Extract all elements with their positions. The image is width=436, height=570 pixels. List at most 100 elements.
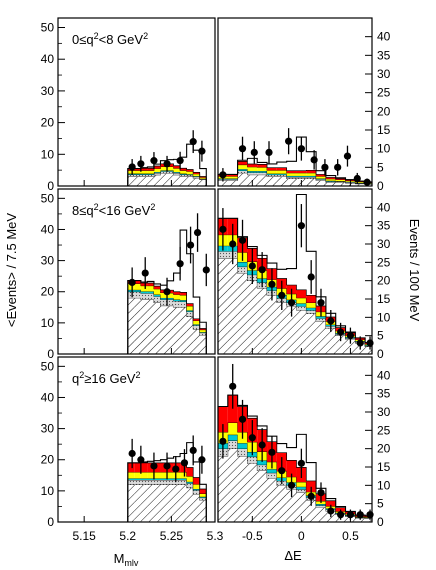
- de-hatch-bar: [306, 313, 317, 354]
- de-cyan-bar: [257, 460, 268, 465]
- mbc-yellow-bar: [186, 476, 194, 482]
- left-tick-label: 50: [41, 191, 55, 205]
- mbc-hatch-bar: [127, 484, 135, 522]
- mbc-gray-bar: [134, 174, 141, 177]
- de-cyan-bar: [237, 169, 248, 171]
- mbc-yellow-bar: [153, 168, 161, 173]
- mbc-red-bar: [134, 280, 141, 284]
- left-tick-label: 0: [47, 347, 54, 361]
- de-signal-outline: [217, 136, 373, 186]
- mbc-gray-bar: [127, 479, 135, 485]
- right-axis-label: Events / 100 MeV: [407, 219, 422, 322]
- mbc-yellow-bar: [160, 472, 168, 479]
- mbc-red-bar: [199, 489, 207, 494]
- mbc-yellow-bar: [160, 292, 168, 298]
- row-x-ticks: [83, 348, 351, 354]
- mbc-red-bar: [140, 168, 148, 171]
- mbc-data-point: [189, 446, 197, 454]
- mbc-gray-bar: [193, 325, 200, 330]
- de-data-point: [238, 236, 247, 244]
- left-axis-label: <Events> / 7.5 MeV: [4, 213, 19, 328]
- row-title: 8≤q2<16 GeV2: [72, 202, 155, 218]
- row-title-sup: 2: [150, 202, 155, 212]
- right-tick-label: 5: [377, 329, 384, 343]
- de-gray-bar: [276, 174, 287, 177]
- mbc-red-bar: [153, 286, 161, 289]
- de-red-bar: [306, 170, 317, 173]
- de-data-point: [317, 299, 325, 307]
- de-histogram-row-1: [217, 128, 373, 186]
- mbc-data-point: [172, 465, 180, 473]
- mbc-gray-bar: [153, 173, 161, 175]
- mbc-gray-bar: [180, 479, 187, 485]
- mbc-hatch-bar: [193, 329, 200, 354]
- row-title-sup: 2: [143, 31, 148, 41]
- left-tick-label: 50: [41, 359, 55, 373]
- de-cyan-bar: [286, 175, 297, 178]
- mbc-histogram-row-2: [127, 213, 210, 354]
- row-title-part: 0≤q: [72, 32, 94, 47]
- mbc-hatch-bar: [199, 179, 207, 186]
- de-hatch-bar: [296, 310, 307, 354]
- mbc-red-bar: [193, 318, 200, 321]
- x-axis-label-mbc-sub: mlv: [124, 558, 138, 568]
- mbc-gray-bar: [180, 174, 187, 177]
- de-gray-bar: [267, 472, 277, 478]
- de-data-point: [310, 156, 318, 164]
- mbc-data-point: [163, 288, 171, 296]
- mbc-yellow-bar: [180, 295, 187, 301]
- mbc-cyan-bar: [173, 172, 181, 174]
- de-cyan-bar: [325, 180, 336, 182]
- mbc-data-point: [202, 266, 210, 274]
- mbc-hatch-bar: [140, 176, 148, 186]
- de-gray-bar: [296, 306, 307, 310]
- right-tick-label: 25: [377, 255, 391, 269]
- de-data-point: [238, 415, 247, 423]
- de-hatch-bar: [247, 280, 258, 354]
- mbc-red-bar: [127, 462, 135, 473]
- mbc-red-bar: [140, 283, 148, 286]
- de-red-bar: [296, 289, 307, 298]
- mbc-data-point: [141, 269, 149, 277]
- de-gray-bar: [237, 170, 248, 173]
- de-frame: [217, 17, 373, 187]
- left-tick-label: 40: [41, 52, 55, 66]
- mbc-cyan-bar: [167, 297, 174, 300]
- mbc-hatch-bar: [186, 316, 194, 354]
- de-red-bar: [286, 170, 297, 173]
- de-data-point: [248, 262, 256, 270]
- de-hatch-bar: [267, 176, 277, 186]
- mbc-hatch-bar: [173, 484, 181, 522]
- mbc-red-bar: [160, 462, 168, 473]
- de-yellow-bar: [325, 178, 336, 181]
- de-cyan-bar: [296, 303, 307, 307]
- mbc-cyan-bar: [186, 481, 194, 484]
- de-gray-bar: [218, 251, 228, 259]
- mbc-yellow-bar: [180, 170, 187, 174]
- de-cyan-bar: [247, 171, 258, 173]
- de-gray-bar: [306, 310, 317, 314]
- de-red-bar: [257, 164, 268, 168]
- mbc-yellow-bar: [173, 294, 181, 300]
- de-cyan-bar: [296, 486, 307, 490]
- mbc-data-point: [163, 160, 171, 168]
- de-yellow-bar: [257, 167, 268, 172]
- mbc-red-bar: [173, 165, 181, 169]
- de-gray-bar: [335, 181, 346, 183]
- de-yellow-bar: [306, 172, 317, 176]
- de-gray-bar: [247, 172, 258, 175]
- mbc-yellow-bar: [180, 472, 187, 479]
- mbc-data-point: [128, 278, 136, 286]
- de-yellow-bar: [227, 422, 238, 435]
- mbc-x-tick-label: 5.25: [160, 529, 184, 543]
- right-tick-label: 40: [377, 368, 391, 382]
- mbc-gray-bar: [180, 301, 187, 308]
- mbc-data-point: [198, 147, 206, 155]
- de-gray-bar: [325, 181, 336, 183]
- mbc-cyan-bar: [127, 173, 135, 175]
- mbc-data-point: [180, 459, 189, 467]
- mbc-hatch-bar: [147, 484, 154, 522]
- de-data-point: [229, 382, 237, 390]
- mbc-data-point: [137, 456, 145, 464]
- de-hatch-bar: [286, 489, 297, 522]
